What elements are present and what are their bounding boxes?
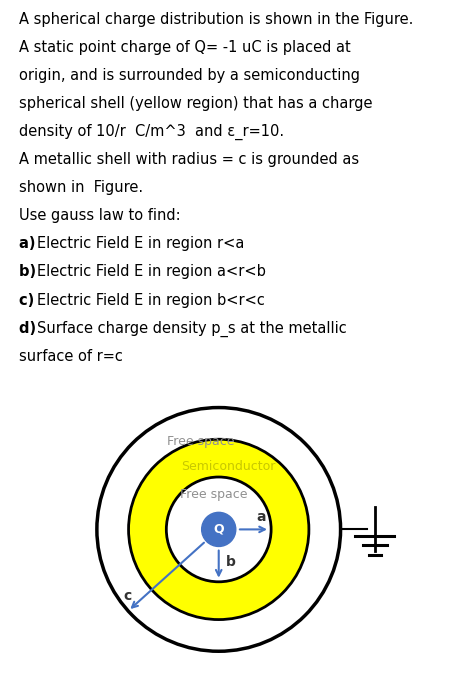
Text: Electric Field E in region a<r<b: Electric Field E in region a<r<b (37, 265, 266, 279)
Circle shape (128, 439, 309, 620)
Text: d): d) (19, 321, 41, 336)
Text: density of 10/r  C/m^3  and ε_r=10.: density of 10/r C/m^3 and ε_r=10. (19, 124, 284, 140)
Circle shape (97, 407, 341, 651)
Text: b: b (226, 555, 236, 569)
Text: c): c) (19, 293, 39, 307)
Text: Use gauss law to find:: Use gauss law to find: (19, 209, 181, 223)
Text: Free space: Free space (167, 435, 234, 448)
Text: Electric Field E in region b<r<c: Electric Field E in region b<r<c (37, 293, 265, 307)
Text: Electric Field E in region r<a: Electric Field E in region r<a (37, 237, 245, 251)
Text: Semiconductor: Semiconductor (181, 459, 276, 473)
Text: origin, and is surrounded by a semiconducting: origin, and is surrounded by a semicondu… (19, 68, 360, 83)
Text: a): a) (19, 237, 41, 251)
Text: Free space: Free space (180, 488, 247, 500)
Text: shown in  Figure.: shown in Figure. (19, 180, 143, 195)
Text: A spherical charge distribution is shown in the Figure.: A spherical charge distribution is shown… (19, 11, 413, 27)
Text: c: c (123, 589, 131, 603)
Circle shape (166, 477, 271, 582)
Text: a: a (256, 510, 266, 524)
Text: b): b) (19, 265, 41, 279)
Text: spherical shell (yellow region) that has a charge: spherical shell (yellow region) that has… (19, 96, 373, 111)
Text: surface of r=c: surface of r=c (19, 349, 123, 364)
Text: A static point charge of Q= -1 uC is placed at: A static point charge of Q= -1 uC is pla… (19, 40, 351, 55)
Text: Q: Q (213, 523, 224, 536)
Circle shape (201, 512, 236, 547)
Text: Surface charge density p_s at the metallic: Surface charge density p_s at the metall… (37, 321, 347, 337)
Text: A metallic shell with radius = c is grounded as: A metallic shell with radius = c is grou… (19, 152, 359, 167)
